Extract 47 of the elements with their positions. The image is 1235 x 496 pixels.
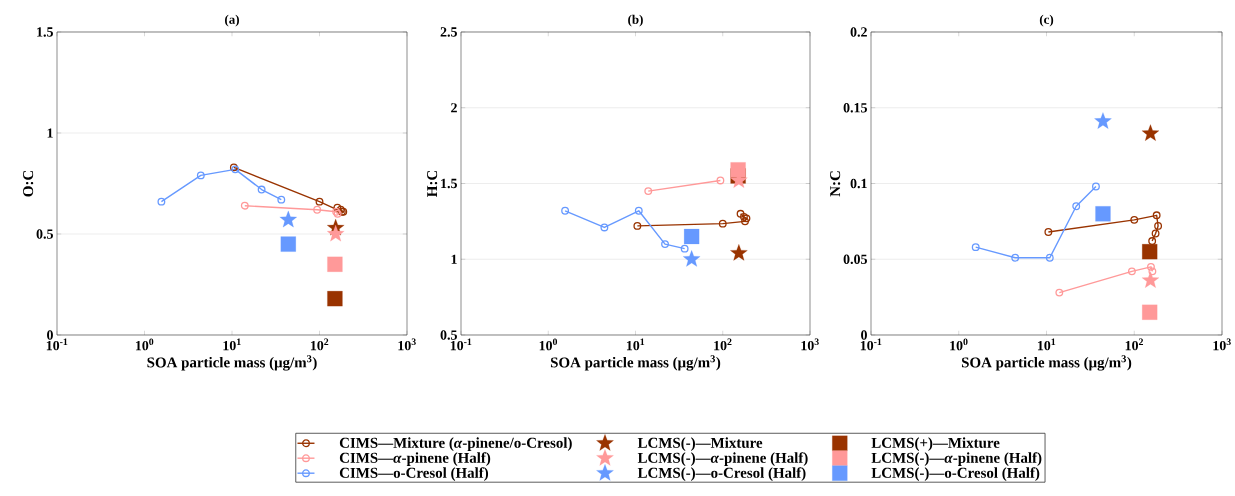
legend-label: CIMS—Mixture (α-pinene/o-Cresol) — [339, 437, 572, 451]
y-axis-title: N:C — [830, 171, 841, 197]
legend-label: LCMS(-)—Mixture — [637, 437, 763, 451]
legend-label: CIMS—α-pinene (Half) — [339, 452, 491, 466]
y-tick-label: 1 — [451, 254, 457, 264]
chart-title: (b) — [628, 14, 643, 27]
x-axis-title: SOA particle mass (μg/m$^{3}$) — [550, 355, 721, 371]
x-tick-label: 10$^{3}$ — [801, 338, 819, 351]
y-tick-label: 2.5 — [440, 27, 457, 37]
y-axis-title: H:C — [427, 170, 438, 197]
x-tick-label: 10$^{-1}$ — [46, 338, 68, 351]
y-tick-label: 0.05 — [843, 254, 867, 264]
x-tick-label: 10$^{1}$ — [626, 338, 645, 351]
y-tick-label: 0.15 — [843, 103, 867, 113]
legend-label: LCMS(-)—o-Cresol (Half) — [871, 467, 1040, 481]
y-tick-label: 1 — [47, 128, 53, 138]
x-axis-title: SOA particle mass (μg/m$^{3}$) — [147, 355, 317, 371]
x-tick-label: 10$^{3}$ — [1213, 338, 1231, 351]
y-tick-label: 0.1 — [850, 178, 867, 189]
x-tick-label: 10$^{0}$ — [950, 338, 968, 351]
y-axis-title: O:C — [23, 170, 34, 197]
x-tick-label: 10$^{0}$ — [539, 338, 558, 351]
x-tick-label: 10$^{1}$ — [223, 338, 241, 351]
x-tick-label: 10$^{-1}$ — [860, 338, 882, 351]
y-tick-label: 1.5 — [37, 27, 53, 37]
x-tick-label: 10$^{2}$ — [1125, 338, 1144, 351]
y-tick-label: 0.5 — [36, 229, 53, 239]
x-tick-label: 10$^{0}$ — [135, 338, 154, 351]
x-tick-label: 10$^{2}$ — [714, 338, 732, 351]
y-tick-label: 1.5 — [441, 178, 457, 189]
y-tick-label: 0.5 — [440, 330, 457, 340]
x-tick-label: 10$^{-1}$ — [450, 338, 472, 351]
x-tick-label: 10$^{2}$ — [310, 338, 329, 351]
y-tick-label: 0.2 — [850, 27, 867, 37]
x-axis-title: SOA particle mass (μg/m$^{3}$) — [961, 355, 1132, 371]
y-tick-label: 0 — [861, 330, 867, 340]
legend-label: LCMS(-)—α-pinene (Half) — [871, 452, 1042, 466]
x-tick-label: 10$^{1}$ — [1037, 338, 1056, 351]
chart-title: (c) — [1039, 14, 1054, 27]
chart-title: (a) — [225, 14, 239, 27]
y-tick-label: 0 — [47, 330, 53, 340]
legend-label: CIMS—o-Cresol (Half) — [339, 467, 489, 481]
y-tick-label: 2 — [451, 103, 457, 113]
legend-label: LCMS(-)—α-pinene (Half) — [637, 452, 808, 466]
legend-label: LCMS(-)—o-Cresol (Half) — [637, 467, 806, 481]
x-tick-label: 10$^{3}$ — [398, 338, 416, 351]
legend-label: LCMS(+)—Mixture — [871, 437, 1000, 451]
